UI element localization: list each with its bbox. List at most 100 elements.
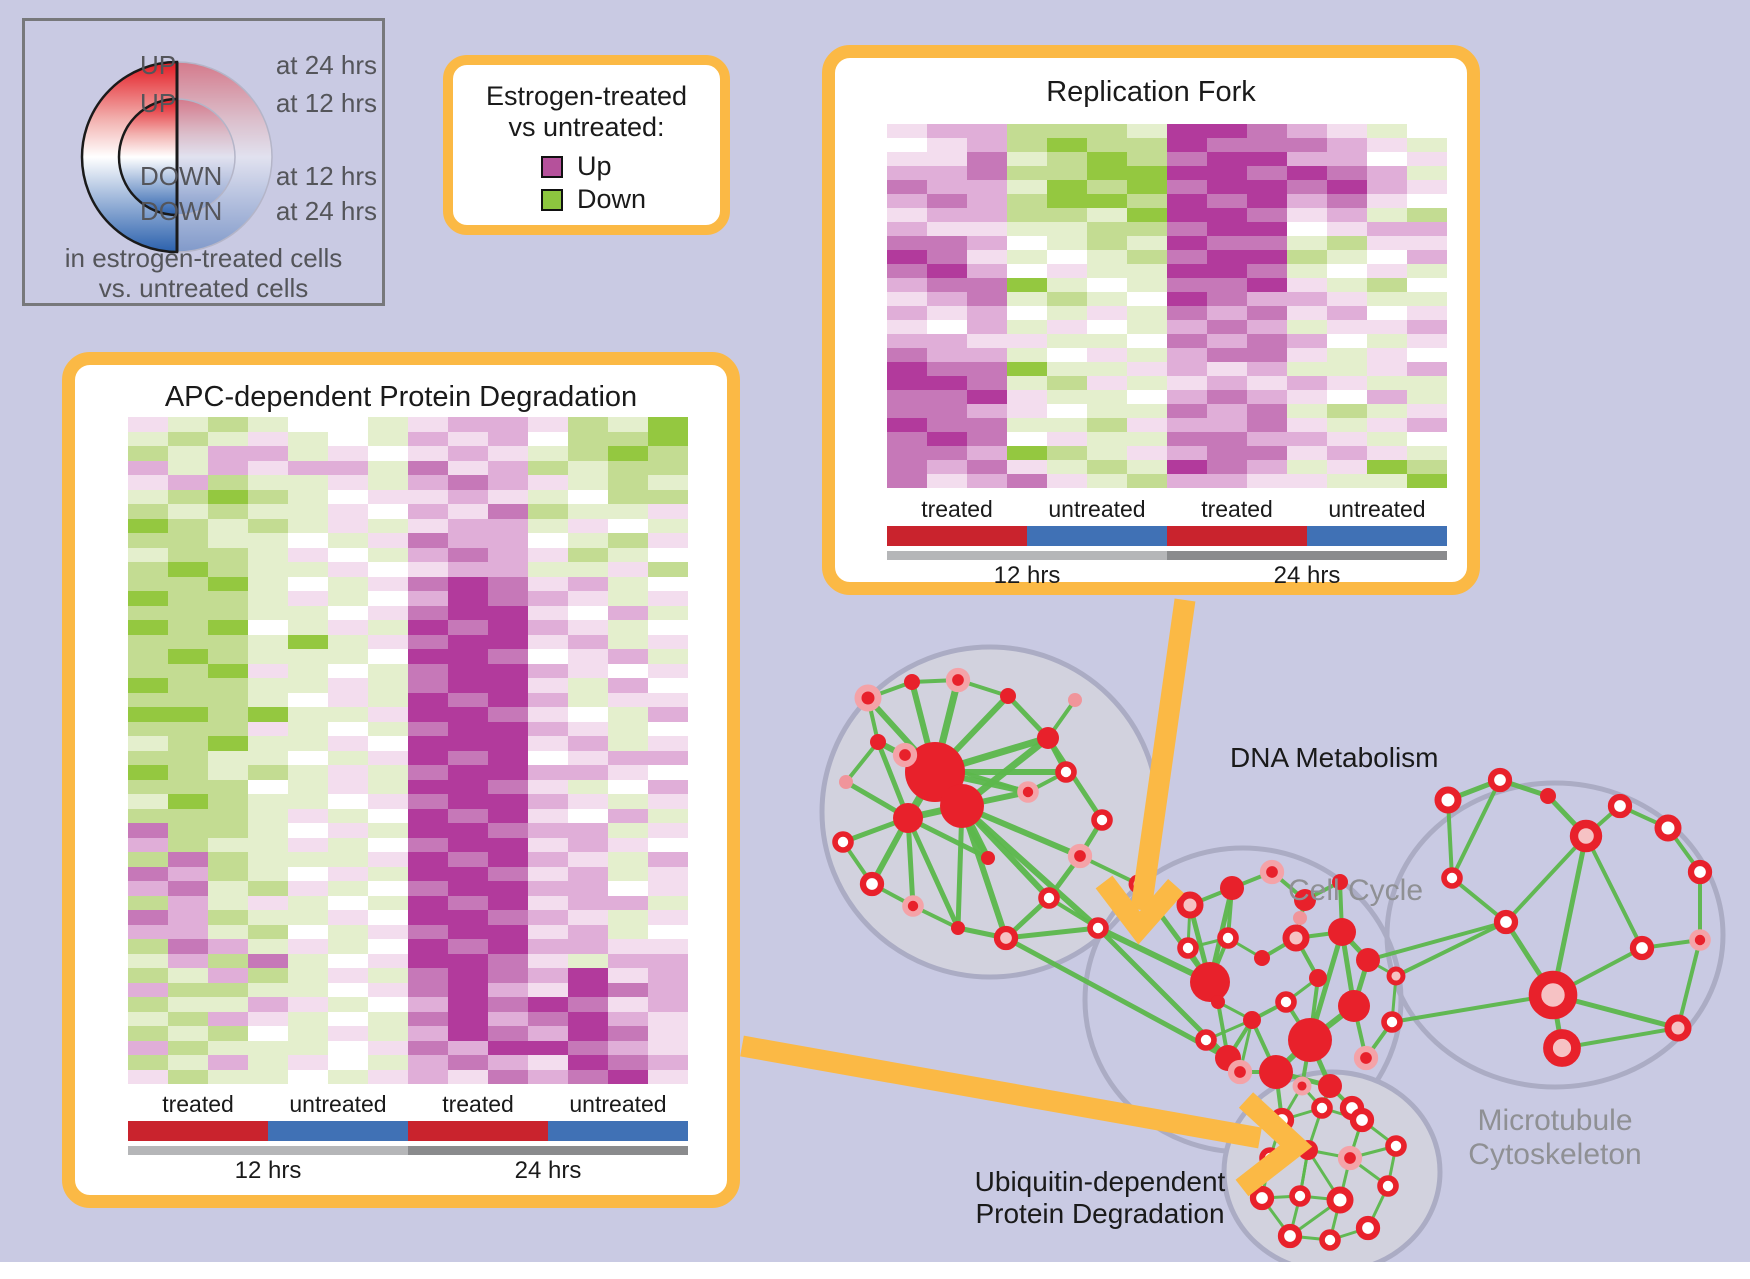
heatmap-cell	[528, 837, 568, 852]
heatmap-cell	[1127, 208, 1167, 222]
heatmap-cell	[648, 866, 688, 881]
heatmap-cell	[448, 953, 488, 968]
heatmap-cell	[1047, 208, 1087, 222]
heatmap-cell	[208, 489, 248, 504]
heatmap-cell	[128, 982, 168, 997]
heatmap-cell	[208, 968, 248, 983]
heatmap-cell	[328, 968, 368, 983]
heatmap-cell	[1087, 138, 1127, 152]
heatmap-cell	[288, 997, 328, 1012]
network-node-ring	[1377, 1175, 1399, 1197]
heatmap-cell	[488, 678, 528, 693]
heatmap-cell	[328, 562, 368, 577]
heatmap-cell	[248, 533, 288, 548]
heatmap-cell	[608, 504, 648, 519]
heatmap-cell	[1207, 390, 1247, 404]
heatmap-cell	[448, 663, 488, 678]
heatmap-cell	[408, 446, 448, 461]
heatmap-cell	[1247, 432, 1287, 446]
heatmap-cell	[1127, 222, 1167, 236]
heatmap-cell	[528, 1026, 568, 1041]
heatmap-cell	[1207, 236, 1247, 250]
heatmap-cell	[887, 376, 927, 390]
heatmap-cell	[128, 620, 168, 635]
heatmap-cell	[648, 460, 688, 475]
heatmap-cell	[168, 663, 208, 678]
network-node-ring	[1195, 1029, 1217, 1051]
heatmap-cell	[328, 518, 368, 533]
heatmap-cell	[168, 460, 208, 475]
heatmap-cell	[528, 1011, 568, 1026]
heatmap-cell	[927, 306, 967, 320]
heatmap-cell	[1087, 320, 1127, 334]
heatmap-cell	[1007, 194, 1047, 208]
heatmap-cell	[288, 547, 328, 562]
heatmap-cell	[408, 721, 448, 736]
heatmap-cell	[248, 475, 288, 490]
heatmap-cell	[528, 663, 568, 678]
heatmap-cell	[1327, 348, 1367, 362]
heatmap-cell	[1207, 460, 1247, 474]
heatmap-cell	[927, 390, 967, 404]
heatmap-cell	[248, 649, 288, 664]
heatmap-cell	[288, 634, 328, 649]
heatmap-cell	[528, 765, 568, 780]
heatmap-cell	[168, 721, 208, 736]
heatmap-cell	[128, 1040, 168, 1055]
heatmap-cell	[488, 620, 528, 635]
heatmap-cell	[927, 446, 967, 460]
heatmap-cell	[608, 779, 648, 794]
network-node-ring	[1311, 1097, 1333, 1119]
heatmap-cell	[1407, 124, 1447, 138]
heatmap-cell	[448, 910, 488, 925]
ring-dir-up12: UP	[140, 88, 177, 118]
ring-dir-up24: UP	[140, 50, 177, 80]
heatmap-cell	[568, 895, 608, 910]
heatmap-cell	[887, 334, 927, 348]
heatmap-cell	[488, 779, 528, 794]
heatmap-cell	[288, 794, 328, 809]
heatmap-cell	[488, 924, 528, 939]
heatmap-cell	[1247, 138, 1287, 152]
heatmap-cell	[608, 489, 648, 504]
heatmap-cell	[1407, 194, 1447, 208]
heatmap-cell	[1327, 432, 1367, 446]
heatmap-cell	[408, 895, 448, 910]
heatmap-cell	[208, 475, 248, 490]
heatmap-cell	[608, 997, 648, 1012]
heatmap-cell	[128, 808, 168, 823]
heatmap-cell	[1047, 376, 1087, 390]
heatmap-cell	[128, 910, 168, 925]
heatmap-cell	[168, 417, 208, 432]
heatmap-cell	[368, 547, 408, 562]
network-node-red	[905, 742, 965, 802]
heatmap-cell	[648, 591, 688, 606]
heatmap-cell	[1247, 208, 1287, 222]
heatmap-cell	[608, 910, 648, 925]
heatmap-cell	[448, 634, 488, 649]
heatmap-cell	[448, 895, 488, 910]
heatmap-cell	[208, 779, 248, 794]
heatmap-cell	[1367, 194, 1407, 208]
heatmap-cell	[368, 1040, 408, 1055]
heatmap-cell	[1207, 264, 1247, 278]
heatmap-cell	[1407, 460, 1447, 474]
heatmap-cell	[528, 417, 568, 432]
heatmap-cell	[648, 1011, 688, 1026]
network-node-red	[1338, 990, 1370, 1022]
heatmap-cell	[1007, 222, 1047, 236]
heatmap-cell	[288, 866, 328, 881]
heatmap-cell	[1087, 348, 1127, 362]
heatmap-cell	[1367, 278, 1407, 292]
heatmap-cell	[448, 460, 488, 475]
heatmap-cell	[927, 348, 967, 362]
heatmap-cell	[1047, 432, 1087, 446]
heatmap-cell	[568, 1040, 608, 1055]
heatmap-cell	[1207, 208, 1247, 222]
group-label-treated: treated	[1201, 496, 1273, 522]
heatmap-cell	[608, 823, 648, 838]
heatmap-cell	[1007, 166, 1047, 180]
heatmap-cell	[528, 895, 568, 910]
heatmap-cell	[208, 431, 248, 446]
network-node-pinkring	[854, 684, 882, 712]
